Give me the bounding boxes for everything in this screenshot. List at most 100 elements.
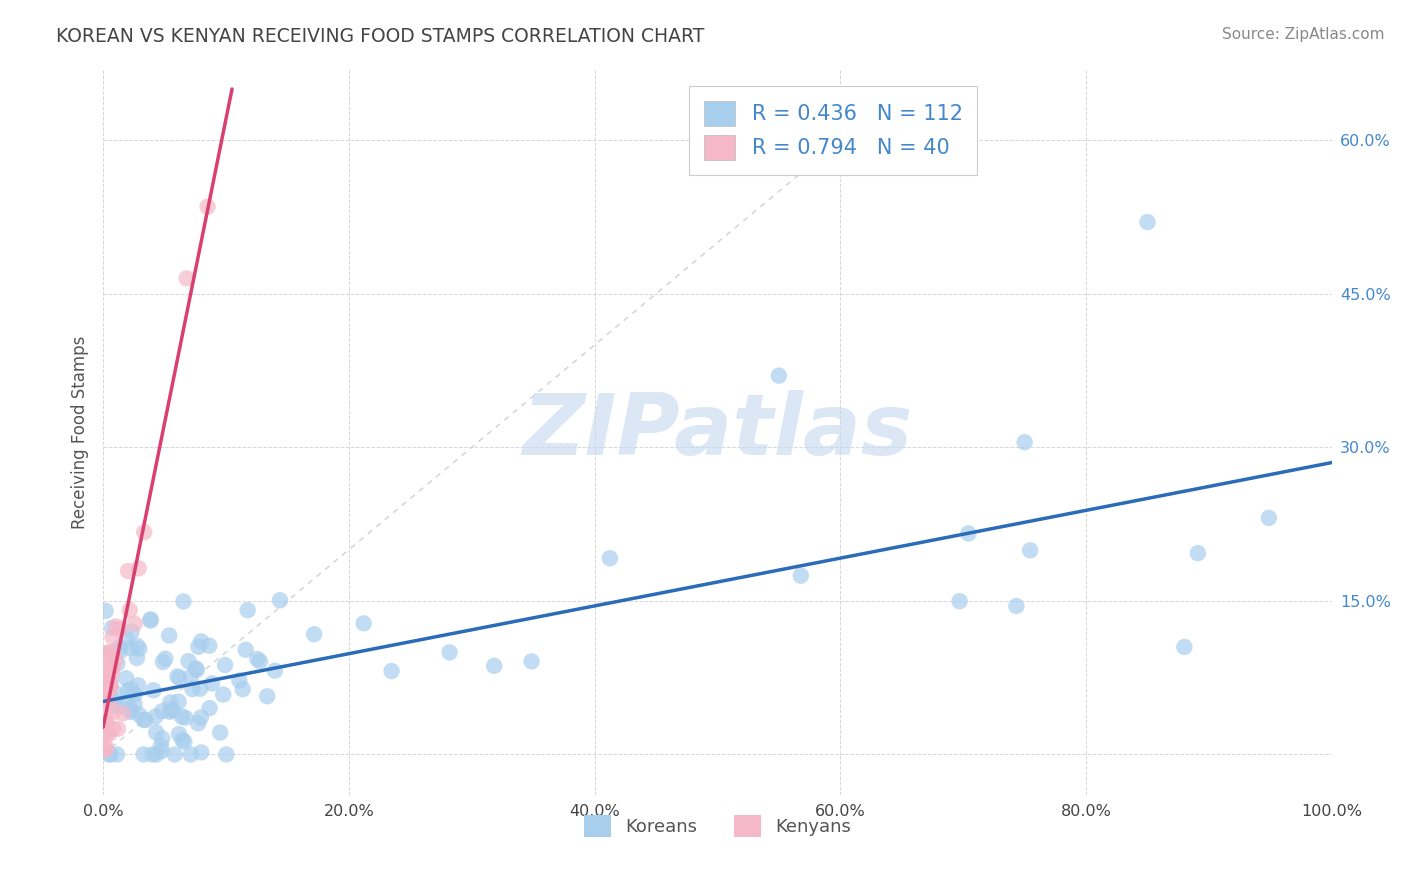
Point — [236, 603, 259, 617]
Point — [150, 744, 173, 758]
Point — [186, 663, 208, 677]
Point — [120, 705, 142, 719]
Point — [180, 670, 202, 684]
Point — [103, 698, 125, 713]
Point — [103, 705, 125, 719]
Point — [439, 645, 461, 659]
Point — [134, 525, 156, 540]
Point — [120, 682, 142, 697]
Point — [98, 747, 121, 762]
Point — [209, 725, 232, 739]
Point — [150, 731, 173, 746]
Point — [145, 747, 167, 762]
Point — [115, 671, 138, 685]
Point — [768, 368, 790, 383]
Point — [599, 551, 621, 566]
Point — [93, 683, 115, 698]
Point — [97, 668, 120, 682]
Point — [198, 701, 221, 715]
Point — [152, 655, 174, 669]
Point — [98, 694, 121, 708]
Point — [98, 727, 121, 741]
Point — [1257, 511, 1279, 525]
Point — [96, 682, 118, 697]
Point — [269, 593, 291, 607]
Point — [135, 713, 157, 727]
Point — [235, 642, 257, 657]
Point — [108, 699, 131, 714]
Point — [228, 673, 250, 688]
Point — [142, 683, 165, 698]
Point — [128, 561, 150, 575]
Point — [100, 660, 122, 674]
Point — [949, 594, 972, 608]
Point — [104, 653, 127, 667]
Point — [264, 664, 287, 678]
Point — [173, 735, 195, 749]
Point — [110, 643, 132, 657]
Point — [167, 727, 190, 741]
Point — [172, 594, 194, 608]
Point — [100, 747, 122, 762]
Point — [105, 619, 128, 633]
Point — [101, 660, 124, 674]
Point — [115, 693, 138, 707]
Legend: Koreans, Kenyans: Koreans, Kenyans — [576, 808, 858, 845]
Point — [124, 687, 146, 701]
Point — [128, 707, 150, 722]
Point — [162, 702, 184, 716]
Point — [177, 654, 200, 668]
Point — [1136, 215, 1159, 229]
Point — [150, 704, 173, 718]
Point — [172, 733, 194, 747]
Point — [94, 739, 117, 754]
Point — [957, 526, 980, 541]
Point — [97, 679, 120, 693]
Point — [93, 673, 115, 687]
Point — [1019, 543, 1042, 558]
Point — [190, 710, 212, 724]
Point — [94, 742, 117, 756]
Point — [159, 696, 181, 710]
Point — [232, 682, 254, 697]
Point — [98, 678, 121, 692]
Point — [120, 703, 142, 717]
Point — [94, 727, 117, 741]
Point — [1014, 435, 1036, 450]
Point — [169, 671, 191, 685]
Point — [190, 745, 212, 759]
Point — [96, 726, 118, 740]
Point — [145, 725, 167, 739]
Point — [188, 681, 211, 696]
Point — [94, 716, 117, 731]
Point — [93, 742, 115, 756]
Point — [97, 665, 120, 680]
Point — [117, 564, 139, 578]
Point — [100, 645, 122, 659]
Point — [159, 705, 181, 719]
Point — [141, 747, 163, 762]
Point — [353, 616, 375, 631]
Point — [101, 621, 124, 635]
Point — [166, 669, 188, 683]
Point — [128, 641, 150, 656]
Point — [111, 706, 134, 721]
Point — [94, 709, 117, 723]
Point — [215, 747, 238, 762]
Point — [96, 646, 118, 660]
Point — [212, 688, 235, 702]
Point — [790, 568, 813, 582]
Point — [163, 747, 186, 762]
Point — [103, 685, 125, 699]
Point — [302, 627, 325, 641]
Point — [125, 651, 148, 665]
Point — [100, 680, 122, 694]
Point — [97, 678, 120, 692]
Point — [184, 661, 207, 675]
Point — [139, 612, 162, 626]
Point — [520, 654, 543, 668]
Point — [127, 678, 149, 692]
Point — [149, 739, 172, 754]
Point — [94, 604, 117, 618]
Point — [381, 664, 404, 678]
